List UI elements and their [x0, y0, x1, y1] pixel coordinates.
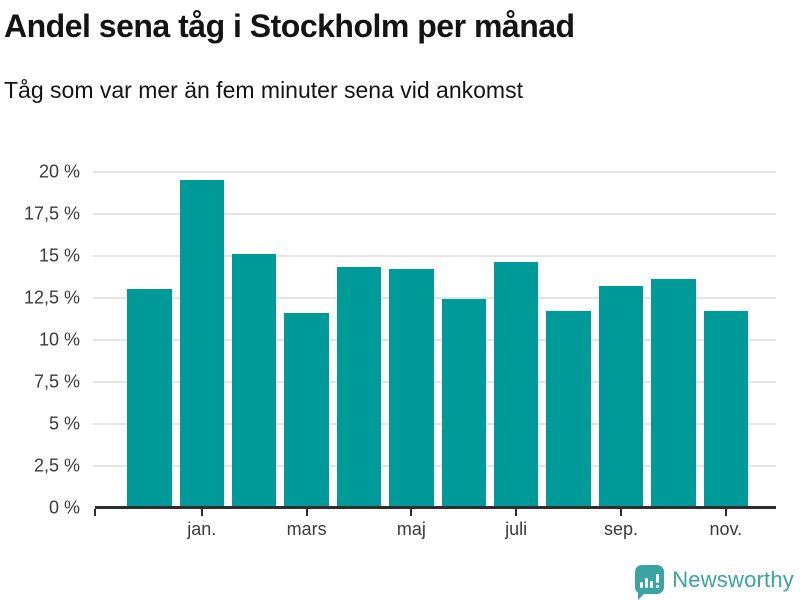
mini-bar-chart-icon: [635, 565, 664, 594]
x-axis-label-nov: nov.: [709, 518, 743, 539]
speech-bubble-tail: [638, 593, 646, 600]
axis-start-tick: [94, 509, 96, 516]
x-tick-jan: [200, 509, 203, 516]
chart-subtitle: Tåg som var mer än fem minuter sena vid …: [4, 77, 523, 103]
exclamation-icon: [656, 574, 660, 588]
x-tick-maj: [410, 509, 413, 516]
chart-title: Andel sena tåg i Stockholm per månad: [4, 8, 575, 44]
x-tick-mars: [305, 509, 308, 516]
gridline-2.5: [93, 464, 776, 467]
mini-bar: [650, 581, 654, 588]
y-axis-label-10: 10 %: [38, 329, 80, 349]
y-axis-label-2-5: 2,5 %: [33, 455, 80, 475]
y-axis-label-7-5: 7,5 %: [33, 371, 80, 391]
y-axis-label-20: 20 %: [38, 161, 80, 181]
gridline-7.5: [93, 380, 776, 383]
y-axis-label-0: 0 %: [48, 497, 80, 517]
x-axis-label-mars: mars: [286, 518, 327, 539]
gridline-10: [93, 338, 776, 341]
y-axis-label-12-5: 12,5 %: [23, 287, 80, 307]
bar-jan: [179, 179, 225, 508]
bar-nov: [703, 310, 749, 508]
bar-juli: [493, 262, 539, 508]
gridline-12.5: [93, 296, 776, 299]
x-axis-label-sep: sep.: [603, 518, 639, 539]
bar-dec: [127, 289, 172, 508]
x-axis-line: [95, 506, 776, 509]
mini-bar: [645, 578, 649, 588]
bar-aug: [546, 310, 591, 508]
bar-feb: [231, 253, 277, 508]
newsworthy-logo-text: Newsworthy: [672, 566, 794, 592]
bar-maj: [389, 268, 434, 508]
gridline-15: [93, 254, 776, 257]
gridline-17.5: [93, 212, 776, 215]
bar-mars: [284, 312, 329, 508]
mini-bar: [640, 582, 644, 588]
bar-sep: [598, 285, 644, 508]
x-axis-label-maj: maj: [396, 518, 426, 539]
x-tick-juli: [515, 509, 518, 516]
bar-apr: [336, 267, 382, 508]
y-axis-label-17-5: 17,5 %: [23, 203, 80, 223]
y-axis-label-5: 5 %: [48, 413, 80, 433]
x-axis-label-jan: jan.: [187, 518, 217, 539]
x-axis-label-juli: juli: [505, 518, 528, 539]
gridline-5: [93, 422, 776, 425]
x-tick-sep: [620, 509, 622, 516]
newsworthy-bubble-icon: [635, 565, 665, 600]
x-tick-nov: [724, 509, 727, 516]
bar-juni: [441, 299, 487, 508]
newsworthy-logo: Newsworthy: [635, 565, 794, 600]
y-axis-label-15: 15 %: [38, 245, 80, 265]
bar-okt: [651, 279, 696, 508]
gridline-20: [93, 170, 776, 173]
